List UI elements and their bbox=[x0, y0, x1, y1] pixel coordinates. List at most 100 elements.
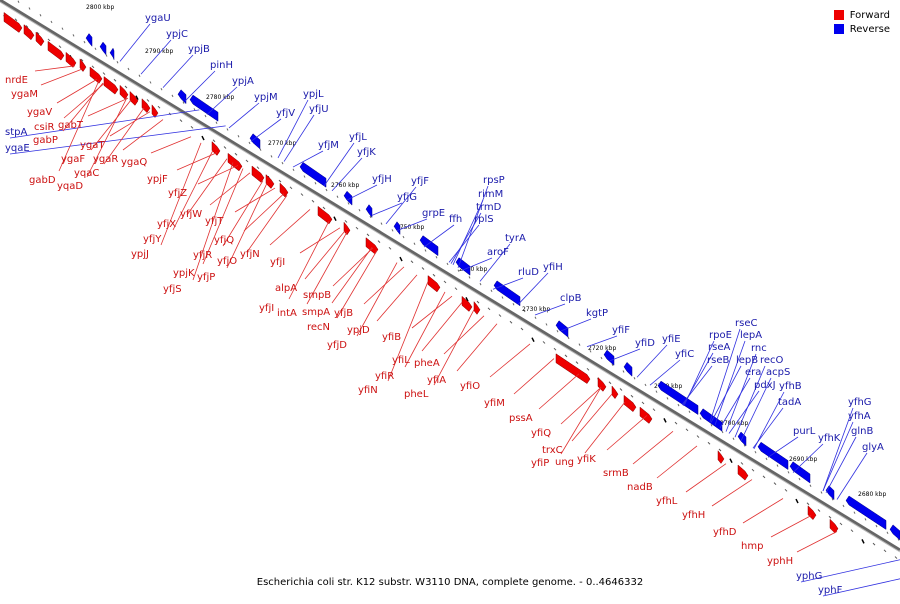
gene-label[interactable]: alpA bbox=[275, 283, 297, 294]
gene-label[interactable]: yfjI bbox=[259, 303, 274, 314]
gene-label[interactable]: csiR bbox=[34, 122, 54, 133]
gene-label[interactable]: yfjT bbox=[205, 216, 224, 227]
gene-label[interactable]: ffh bbox=[449, 214, 462, 225]
gene-label[interactable]: nrdE bbox=[5, 75, 28, 86]
gene-label[interactable]: glyA bbox=[862, 442, 884, 453]
gene-label[interactable]: yfjI bbox=[270, 257, 285, 268]
gene-label[interactable]: yfiA bbox=[427, 375, 446, 386]
gene-label[interactable]: yfjY bbox=[143, 234, 162, 245]
gene-label[interactable]: yfjL bbox=[349, 132, 367, 143]
gene-label[interactable]: smpA bbox=[302, 307, 330, 318]
gene-label[interactable]: rluD bbox=[518, 267, 539, 278]
gene-label[interactable]: ygaU bbox=[145, 13, 171, 24]
gene-label[interactable]: yfiH bbox=[543, 262, 563, 273]
gene-label[interactable]: purL bbox=[793, 426, 816, 437]
gene-label[interactable]: yfjF bbox=[411, 176, 429, 187]
gene-label[interactable]: nadB bbox=[627, 482, 653, 493]
gene-label[interactable]: yfjR bbox=[193, 250, 212, 261]
gene-label[interactable]: yfjV bbox=[276, 108, 295, 119]
gene-label[interactable]: rnc bbox=[751, 343, 767, 354]
gene-label[interactable]: ypjF bbox=[147, 174, 168, 185]
gene-label[interactable]: yfiE bbox=[662, 334, 681, 345]
gene-label[interactable]: yphH bbox=[767, 556, 793, 567]
legend-reverse[interactable]: Reverse bbox=[833, 22, 890, 36]
gene-label[interactable]: yfjP bbox=[197, 272, 215, 283]
gene-label[interactable]: yfhA bbox=[848, 411, 871, 422]
gene-label[interactable]: pdxJ bbox=[754, 380, 776, 391]
gene-label[interactable]: yfiB bbox=[382, 332, 401, 343]
gene-label[interactable]: pheL bbox=[404, 389, 429, 400]
gene-label[interactable]: yqaC bbox=[74, 168, 99, 179]
gene-label[interactable]: yfjN bbox=[240, 249, 260, 260]
gene-label[interactable]: yfiR bbox=[375, 371, 394, 382]
gene-label[interactable]: pinH bbox=[210, 60, 233, 71]
gene-label[interactable]: yfjU bbox=[309, 104, 329, 115]
gene-label[interactable]: recN bbox=[307, 322, 330, 333]
gene-label[interactable]: yfiM bbox=[484, 398, 505, 409]
gene-label[interactable]: yphG bbox=[796, 571, 822, 582]
gene-label[interactable]: yfhD bbox=[713, 527, 737, 538]
gene-label[interactable]: yfiK bbox=[577, 454, 596, 465]
gene-label[interactable]: yfjK bbox=[357, 147, 376, 158]
gene-label[interactable]: yfjH bbox=[372, 174, 392, 185]
gene-label[interactable]: ygaV bbox=[27, 107, 52, 118]
gene-label[interactable]: yfiC bbox=[675, 349, 694, 360]
gene-label[interactable]: ypjC bbox=[166, 29, 188, 40]
gene-label[interactable]: ygaR bbox=[93, 154, 118, 165]
gene-label[interactable]: aroF bbox=[487, 247, 509, 258]
gene-label[interactable]: srmB bbox=[603, 468, 629, 479]
gene-label[interactable]: glnB bbox=[851, 426, 873, 437]
gene-label[interactable]: ypjL bbox=[303, 89, 324, 100]
gene-label[interactable]: lepA bbox=[740, 330, 762, 341]
gene-label[interactable]: yfhB bbox=[779, 381, 802, 392]
gene-label[interactable]: yfiF bbox=[612, 325, 630, 336]
gene-label[interactable]: yfhK bbox=[818, 433, 841, 444]
gene-label[interactable]: rpsP bbox=[483, 175, 505, 186]
gene-label[interactable]: ypjK bbox=[173, 268, 195, 279]
gene-label[interactable]: gabT bbox=[58, 120, 84, 131]
gene-label[interactable]: ypjB bbox=[188, 44, 210, 55]
gene-label[interactable]: rpoE bbox=[709, 330, 732, 341]
gene-label[interactable]: yfhG bbox=[848, 397, 872, 408]
gene-label[interactable]: ypjM bbox=[254, 92, 278, 103]
gene-label[interactable]: yfiL bbox=[392, 355, 410, 366]
gene-label[interactable]: trmD bbox=[476, 202, 502, 213]
gene-label[interactable]: grpE bbox=[422, 208, 445, 219]
gene-label[interactable]: yfiP bbox=[531, 458, 549, 469]
gene-label[interactable]: yfjQ bbox=[214, 235, 234, 246]
gene-label[interactable]: gabD bbox=[29, 175, 56, 186]
gene-label[interactable]: hmp bbox=[741, 541, 763, 552]
gene-label[interactable]: tyrA bbox=[505, 233, 526, 244]
gene-label[interactable]: smpB bbox=[303, 290, 331, 301]
gene-label[interactable]: rseB bbox=[707, 355, 729, 366]
gene-label[interactable]: yfjB bbox=[334, 308, 353, 319]
gene-label[interactable]: recO bbox=[760, 355, 784, 366]
gene-label[interactable]: ygaT bbox=[80, 140, 105, 151]
gene-label[interactable]: yfiD bbox=[635, 338, 655, 349]
gene-label[interactable]: rseC bbox=[735, 318, 757, 329]
gene-label[interactable]: yfiN bbox=[358, 385, 378, 396]
gene-label[interactable]: pheA bbox=[414, 358, 440, 369]
gene-label[interactable]: gabP bbox=[33, 135, 58, 146]
gene-label[interactable]: ypjD bbox=[347, 325, 370, 336]
gene-label[interactable]: yphF bbox=[818, 585, 843, 596]
gene-label[interactable]: rplS bbox=[474, 214, 494, 225]
gene-label[interactable]: pssA bbox=[509, 413, 533, 424]
gene-label[interactable]: tadA bbox=[778, 397, 801, 408]
gene-label[interactable]: yfjS bbox=[163, 284, 182, 295]
gene-label[interactable]: ygaQ bbox=[121, 157, 147, 168]
gene-label[interactable]: rimM bbox=[478, 189, 503, 200]
gene-label[interactable]: yqaD bbox=[57, 181, 83, 192]
gene-label[interactable]: stpA bbox=[5, 127, 27, 138]
gene-label[interactable]: rseA bbox=[708, 342, 730, 353]
gene-label[interactable]: acpS bbox=[766, 367, 790, 378]
gene-label[interactable]: yfjW bbox=[180, 209, 202, 220]
gene-label[interactable]: yfiO bbox=[460, 381, 480, 392]
gene-label[interactable]: yfjO bbox=[217, 256, 237, 267]
gene-label[interactable]: yfjX bbox=[157, 219, 176, 230]
gene-label[interactable]: clpB bbox=[560, 293, 582, 304]
gene-label[interactable]: kgtP bbox=[586, 308, 608, 319]
gene-label[interactable]: era bbox=[745, 367, 761, 378]
gene-label[interactable]: ygaF bbox=[61, 154, 85, 165]
gene-label[interactable]: yfjG bbox=[397, 192, 417, 203]
